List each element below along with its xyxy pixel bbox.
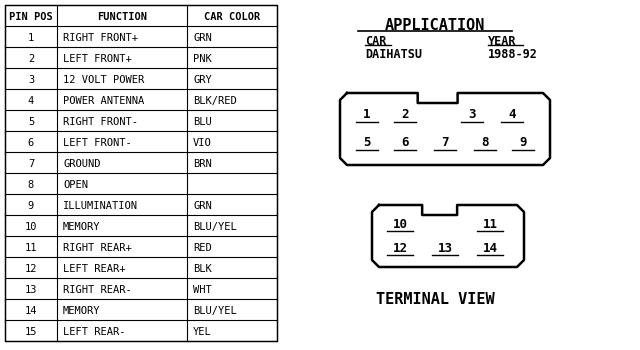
Text: 1: 1: [364, 108, 371, 121]
Text: RIGHT FRONT+: RIGHT FRONT+: [63, 33, 138, 43]
Text: OPEN: OPEN: [63, 180, 88, 190]
Text: 2: 2: [28, 54, 34, 64]
Text: 12: 12: [25, 264, 37, 274]
Text: 7: 7: [441, 136, 449, 149]
Text: CAR: CAR: [365, 35, 387, 48]
Text: YEL: YEL: [193, 327, 212, 337]
Text: 8: 8: [28, 180, 34, 190]
Text: LEFT REAR-: LEFT REAR-: [63, 327, 125, 337]
Text: RIGHT REAR-: RIGHT REAR-: [63, 285, 132, 295]
Text: 1: 1: [28, 33, 34, 43]
Text: RED: RED: [193, 243, 212, 253]
Text: GROUND: GROUND: [63, 159, 100, 169]
Text: 11: 11: [483, 217, 497, 231]
Text: FUNCTION: FUNCTION: [97, 12, 147, 22]
Text: BLK: BLK: [193, 264, 212, 274]
Bar: [5, 5, 277, 341]
Text: 7: 7: [28, 159, 34, 169]
Text: 3: 3: [468, 108, 476, 121]
Text: YEAR: YEAR: [488, 35, 516, 48]
Text: PIN POS: PIN POS: [9, 12, 53, 22]
Text: 1988-92: 1988-92: [488, 48, 538, 61]
Text: RIGHT FRONT-: RIGHT FRONT-: [63, 117, 138, 127]
Text: APPLICATION: APPLICATION: [385, 18, 485, 33]
Text: GRN: GRN: [193, 201, 212, 211]
Text: 10: 10: [25, 222, 37, 232]
Text: PNK: PNK: [193, 54, 212, 64]
Text: LEFT REAR+: LEFT REAR+: [63, 264, 125, 274]
Text: LEFT FRONT-: LEFT FRONT-: [63, 138, 132, 148]
Text: MEMORY: MEMORY: [63, 222, 100, 232]
Text: ILLUMINATION: ILLUMINATION: [63, 201, 138, 211]
Text: BLK/RED: BLK/RED: [193, 96, 237, 106]
Text: 8: 8: [481, 136, 489, 149]
Text: 12: 12: [392, 241, 408, 254]
Text: LEFT FRONT+: LEFT FRONT+: [63, 54, 132, 64]
Text: DAIHATSU: DAIHATSU: [365, 48, 422, 61]
Text: 14: 14: [25, 306, 37, 316]
Text: 9: 9: [28, 201, 34, 211]
Text: 14: 14: [483, 241, 497, 254]
Text: 13: 13: [438, 241, 452, 254]
Text: 3: 3: [28, 75, 34, 85]
Text: BLU/YEL: BLU/YEL: [193, 306, 237, 316]
Text: 4: 4: [28, 96, 34, 106]
Text: 6: 6: [28, 138, 34, 148]
Text: 11: 11: [25, 243, 37, 253]
Text: 9: 9: [519, 136, 527, 149]
Text: 5: 5: [28, 117, 34, 127]
Text: CAR COLOR: CAR COLOR: [204, 12, 260, 22]
Text: 6: 6: [401, 136, 409, 149]
Text: BLU: BLU: [193, 117, 212, 127]
Text: GRY: GRY: [193, 75, 212, 85]
Text: WHT: WHT: [193, 285, 212, 295]
Text: BRN: BRN: [193, 159, 212, 169]
Text: 5: 5: [364, 136, 371, 149]
Text: VIO: VIO: [193, 138, 212, 148]
Text: TERMINAL VIEW: TERMINAL VIEW: [376, 292, 494, 307]
Text: 2: 2: [401, 108, 409, 121]
Text: 15: 15: [25, 327, 37, 337]
Text: 12 VOLT POWER: 12 VOLT POWER: [63, 75, 144, 85]
Text: RIGHT REAR+: RIGHT REAR+: [63, 243, 132, 253]
Text: POWER ANTENNA: POWER ANTENNA: [63, 96, 144, 106]
Text: 4: 4: [508, 108, 516, 121]
Text: 13: 13: [25, 285, 37, 295]
Text: GRN: GRN: [193, 33, 212, 43]
Text: 10: 10: [392, 217, 408, 231]
Text: BLU/YEL: BLU/YEL: [193, 222, 237, 232]
Text: MEMORY: MEMORY: [63, 306, 100, 316]
